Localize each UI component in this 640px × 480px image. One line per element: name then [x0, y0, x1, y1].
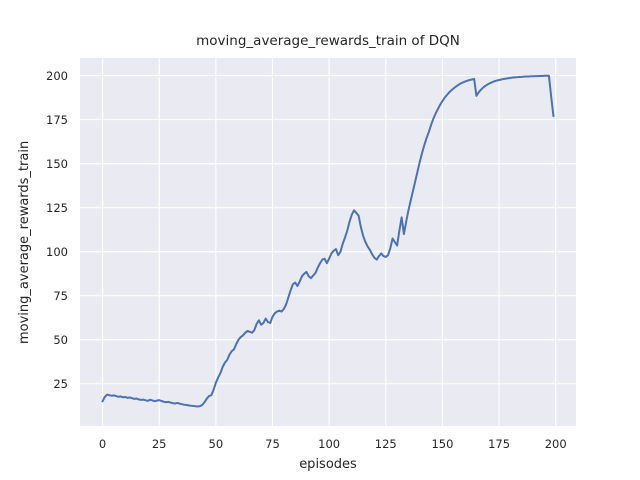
y-tick-label: 100: [46, 244, 68, 259]
y-tick-label: 150: [46, 156, 68, 171]
y-tick-label: 125: [46, 200, 68, 215]
x-tick-label: 75: [265, 437, 280, 451]
plot-area: [80, 58, 576, 426]
plot-canvas: [80, 58, 576, 426]
reward-curve: [101, 74, 555, 408]
x-axis-label: episodes: [299, 457, 357, 472]
x-tick-label: 125: [374, 437, 397, 451]
x-tick-label: 150: [431, 437, 454, 451]
x-tick-label: 175: [488, 437, 511, 451]
chart-title: moving_average_rewards_train of DQN: [196, 33, 460, 49]
y-tick-label: 200: [46, 68, 68, 83]
x-tick-label: 200: [544, 437, 567, 451]
y-tick-label: 75: [53, 288, 68, 303]
x-tick-label: 50: [208, 437, 224, 451]
y-tick-label: 175: [46, 112, 68, 127]
x-tick-label: 0: [98, 437, 107, 451]
x-tick-label: 25: [151, 437, 167, 451]
y-tick-label: 50: [53, 332, 68, 347]
x-tick-label: 100: [318, 437, 341, 451]
y-tick-label: 25: [53, 376, 68, 391]
